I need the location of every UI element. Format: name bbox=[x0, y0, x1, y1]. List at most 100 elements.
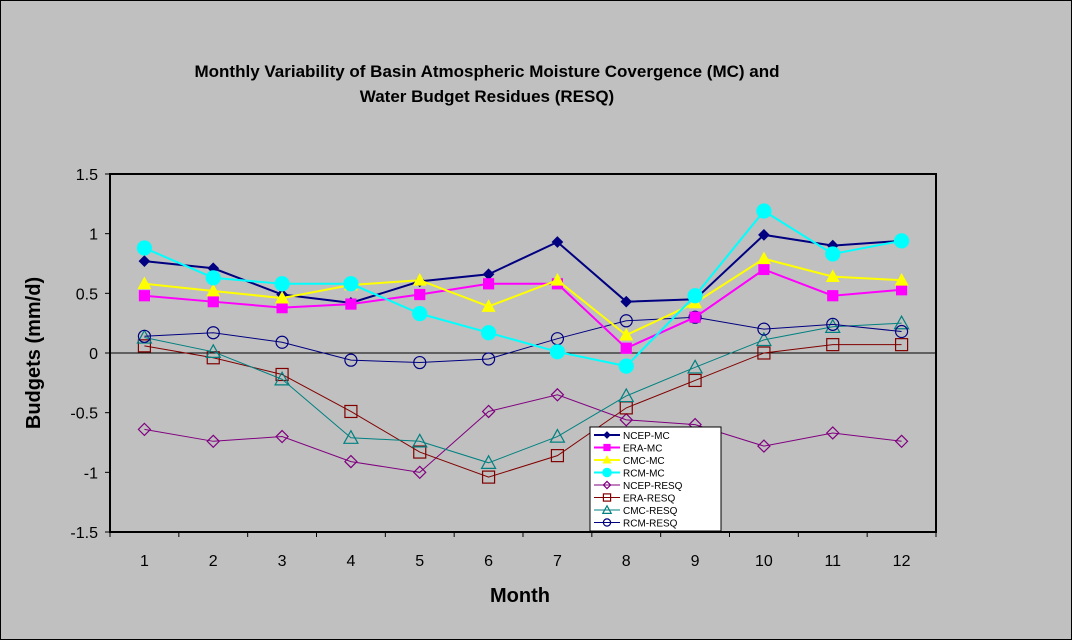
x-tick-label: 5 bbox=[415, 553, 424, 570]
x-tick-label: 12 bbox=[893, 553, 911, 570]
y-tick-label: 1 bbox=[89, 227, 98, 244]
data-point-cmc-mc bbox=[619, 327, 634, 341]
data-point-cmc-mc bbox=[894, 272, 909, 286]
data-point-cmc-resq bbox=[687, 359, 704, 374]
y-axis-title: Budgets (mm/d) bbox=[23, 277, 45, 429]
data-point-rcm-mc bbox=[480, 325, 497, 341]
data-point-rcm-mc bbox=[549, 344, 566, 360]
series-cmc-mc bbox=[137, 251, 909, 341]
x-tick-label: 6 bbox=[484, 553, 493, 570]
data-point-rcm-resq bbox=[481, 352, 496, 366]
x-tick-label: 11 bbox=[824, 553, 841, 570]
data-point-cmc-resq bbox=[824, 318, 841, 333]
data-point-era-resq bbox=[688, 373, 702, 388]
data-point-cmc-mc bbox=[825, 269, 840, 283]
data-point-cmc-mc bbox=[275, 290, 290, 304]
data-point-rcm-resq bbox=[413, 355, 427, 370]
data-point-era-resq bbox=[344, 404, 358, 419]
data-point-ncep-resq bbox=[825, 426, 840, 440]
data-point-era-mc bbox=[345, 298, 357, 310]
data-point-cmc-resq bbox=[411, 433, 428, 448]
legend-label-era-mc: ERA-MC bbox=[623, 444, 662, 455]
data-point-rcm-resq bbox=[206, 326, 220, 340]
chart-title-line-1: Monthly Variability of Basin Atmospheric… bbox=[194, 62, 780, 81]
data-point-rcm-mc bbox=[205, 270, 221, 286]
data-point-era-mc bbox=[758, 263, 770, 276]
x-tick-label: 4 bbox=[346, 553, 355, 570]
legend-label-ncep-mc: NCEP-MC bbox=[623, 431, 670, 442]
data-point-ncep-resq bbox=[275, 429, 289, 444]
data-point-ncep-resq bbox=[550, 387, 565, 402]
data-point-era-mc bbox=[827, 290, 839, 302]
data-point-era-resq bbox=[894, 338, 909, 352]
y-tick-label: 0 bbox=[89, 346, 98, 363]
data-point-era-resq bbox=[481, 470, 496, 484]
data-point-cmc-mc bbox=[481, 299, 496, 312]
y-tick-label: -0.5 bbox=[70, 406, 98, 423]
data-point-era-mc bbox=[620, 342, 632, 354]
series-line-ncep-mc bbox=[144, 233, 902, 304]
data-point-cmc-mc bbox=[206, 283, 221, 297]
data-point-rcm-resq bbox=[619, 314, 633, 328]
data-point-cmc-resq bbox=[136, 329, 153, 344]
data-point-era-resq bbox=[413, 445, 427, 459]
legend-label-era-resq: ERA-RESQ bbox=[623, 494, 675, 505]
series-line-cmc-resq bbox=[144, 322, 902, 464]
x-tick-label: 1 bbox=[140, 553, 149, 570]
data-point-ncep-mc bbox=[551, 236, 564, 248]
data-point-rcm-resq bbox=[275, 335, 289, 349]
data-point-rcm-resq bbox=[894, 324, 909, 339]
data-point-cmc-mc bbox=[550, 272, 565, 286]
data-point-rcm-mc bbox=[825, 246, 841, 262]
data-point-cmc-resq bbox=[549, 428, 566, 443]
data-point-ncep-mc bbox=[620, 295, 633, 308]
data-point-rcm-mc bbox=[274, 276, 290, 292]
data-point-ncep-mc bbox=[758, 229, 770, 241]
y-tick-label: -1 bbox=[84, 465, 98, 482]
data-point-ncep-resq bbox=[481, 404, 496, 419]
x-tick-label: 8 bbox=[622, 553, 631, 570]
legend-marker-rcm-resq bbox=[602, 518, 612, 527]
data-point-rcm-mc bbox=[136, 240, 153, 256]
x-tick-label: 9 bbox=[691, 553, 700, 570]
series-cmc-resq bbox=[136, 314, 910, 469]
data-point-era-mc bbox=[689, 311, 701, 323]
data-point-era-resq bbox=[550, 449, 565, 463]
data-point-rcm-mc bbox=[756, 203, 772, 219]
series-line-ncep-resq bbox=[144, 394, 902, 473]
data-point-rcm-resq bbox=[826, 317, 840, 331]
data-point-cmc-resq bbox=[893, 314, 910, 330]
data-point-era-resq bbox=[757, 346, 771, 360]
series-rcm-mc bbox=[136, 203, 910, 374]
legend-marker-cmc-resq bbox=[601, 504, 613, 514]
data-point-cmc-resq bbox=[480, 454, 497, 469]
data-point-ncep-resq bbox=[344, 454, 358, 469]
plot-border bbox=[109, 173, 937, 533]
y-tick-label: 1.5 bbox=[76, 167, 98, 184]
data-point-cmc-mc bbox=[412, 272, 427, 286]
series-rcm-resq bbox=[137, 310, 909, 370]
legend-label-rcm-resq: RCM-RESQ bbox=[623, 519, 678, 530]
x-tick-label: 10 bbox=[755, 553, 773, 570]
data-point-ncep-resq bbox=[894, 434, 909, 449]
data-point-cmc-mc bbox=[137, 276, 152, 290]
y-tick-label: -1.5 bbox=[70, 525, 98, 542]
data-point-ncep-resq bbox=[619, 412, 634, 427]
series-line-rcm-resq bbox=[144, 316, 902, 364]
data-point-ncep-mc bbox=[138, 255, 151, 267]
legend-marker-cmc-mc bbox=[602, 455, 612, 464]
x-tick-label: 3 bbox=[278, 553, 287, 570]
data-point-rcm-resq bbox=[344, 353, 358, 367]
legend-label-cmc-mc: CMC-MC bbox=[623, 456, 665, 467]
legend-marker-ncep-resq bbox=[602, 480, 612, 490]
data-point-rcm-mc bbox=[343, 276, 359, 292]
series-line-era-mc bbox=[144, 268, 902, 350]
series-line-cmc-mc bbox=[144, 257, 902, 337]
data-point-era-mc bbox=[207, 296, 219, 308]
series-era-resq bbox=[137, 338, 909, 484]
x-tick-label: 2 bbox=[209, 553, 218, 570]
series-line-rcm-mc bbox=[144, 209, 902, 368]
legend-marker-ncep-mc bbox=[603, 431, 611, 439]
data-point-rcm-mc bbox=[412, 306, 428, 322]
